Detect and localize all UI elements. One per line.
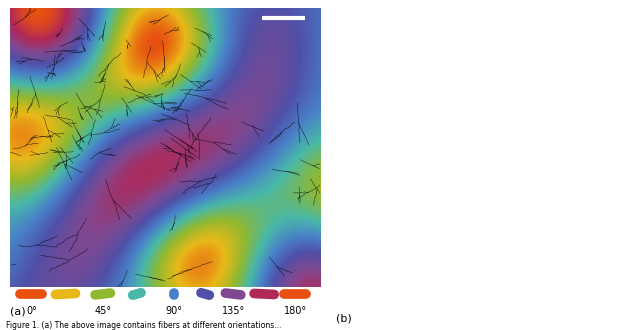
- Text: (b): (b): [336, 314, 352, 323]
- Text: (a): (a): [10, 307, 26, 316]
- Text: 180°: 180°: [284, 307, 307, 316]
- Text: Figure 1. (a) The above image contains fibers at different orientations...: Figure 1. (a) The above image contains f…: [6, 321, 282, 330]
- Text: 0°: 0°: [26, 307, 36, 316]
- Text: 135°: 135°: [221, 307, 244, 316]
- Text: 45°: 45°: [94, 307, 111, 316]
- Text: 90°: 90°: [166, 307, 182, 316]
